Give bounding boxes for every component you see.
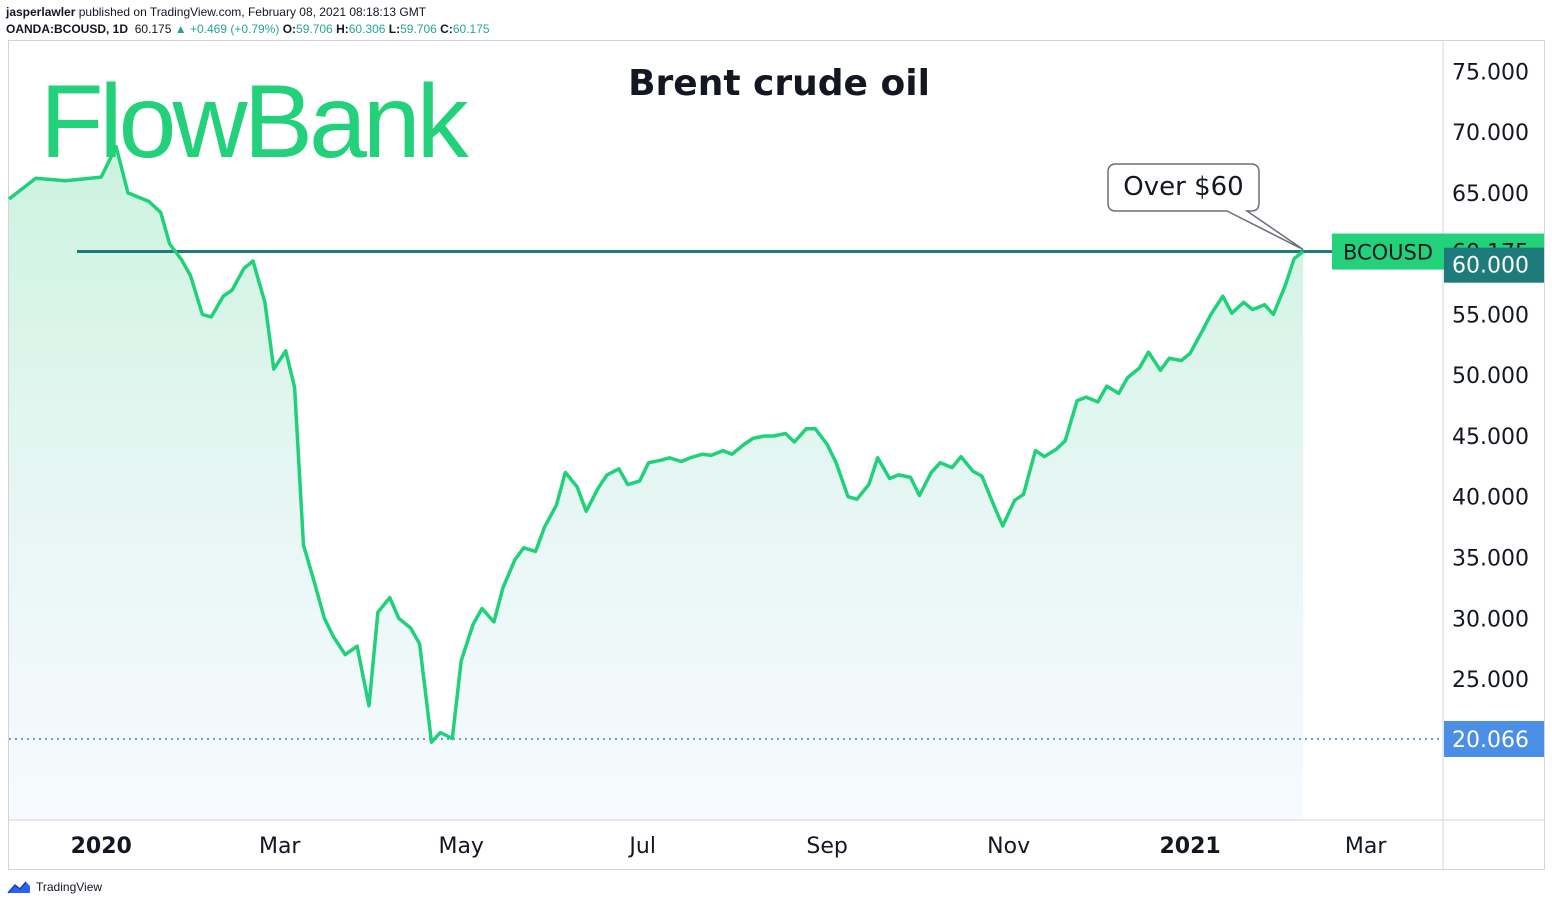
x-tick-label: Sep bbox=[806, 834, 847, 859]
y-tick-label: 75.000 bbox=[1452, 60, 1529, 85]
x-tick-label: Nov bbox=[987, 834, 1030, 859]
chart-title: Brent crude oil bbox=[628, 63, 930, 104]
x-tick-label: Jul bbox=[627, 834, 656, 859]
publish-text: published on TradingView.com, February 0… bbox=[78, 5, 427, 19]
low-label: L: bbox=[388, 22, 401, 36]
x-tick-label: 2021 bbox=[1159, 834, 1220, 859]
publish-info: jasperlawler published on TradingView.co… bbox=[6, 5, 426, 19]
ohlc-legend: OANDA:BCOUSD, 1D 60.175 ▲ +0.469 (+0.79%… bbox=[6, 22, 490, 36]
y-tick-label: 50.000 bbox=[1452, 364, 1529, 389]
open-value: 59.706 bbox=[296, 22, 333, 36]
high-label: H: bbox=[336, 22, 349, 36]
x-tick-label: 2020 bbox=[71, 834, 132, 859]
close-label: C: bbox=[440, 22, 453, 36]
close-value: 60.175 bbox=[452, 22, 490, 36]
last-price: 60.175 bbox=[134, 22, 172, 36]
symbol-interval: OANDA:BCOUSD, 1D bbox=[6, 22, 129, 36]
level-price-label: 60.000 bbox=[1452, 254, 1529, 279]
open-label: O: bbox=[282, 22, 297, 36]
flowbank-logo: FlowBank bbox=[40, 64, 470, 180]
annotation-text: Over $60 bbox=[1123, 172, 1243, 202]
series-line-bcousd[interactable] bbox=[7, 144, 1305, 744]
price-change: ▲ +0.469 (+0.79%) bbox=[174, 22, 280, 36]
low-value: 59.706 bbox=[400, 22, 437, 36]
y-tick-label: 30.000 bbox=[1452, 607, 1529, 632]
symbol-name-label: BCOUSD bbox=[1343, 241, 1433, 265]
y-tick-label: 55.000 bbox=[1452, 303, 1529, 328]
y-tick-label: 35.000 bbox=[1452, 546, 1529, 571]
y-tick-label: 65.000 bbox=[1452, 182, 1529, 207]
low-price-badge bbox=[1444, 720, 1544, 757]
series-area-fill bbox=[9, 146, 1304, 820]
y-tick-label: 40.000 bbox=[1452, 486, 1529, 511]
tradingview-watermark[interactable]: TradingView bbox=[6, 880, 102, 894]
tradingview-cloud-icon bbox=[7, 881, 30, 894]
level-price-badge bbox=[1444, 247, 1544, 283]
x-tick-label: Mar bbox=[1345, 834, 1387, 859]
tradingview-brand: TradingView bbox=[36, 880, 103, 894]
symbol-name-badge bbox=[1332, 233, 1444, 270]
high-value: 60.306 bbox=[348, 22, 386, 36]
low-price-label: 20.066 bbox=[1452, 728, 1529, 753]
annotation-callout[interactable] bbox=[1107, 163, 1304, 251]
y-tick-label: 25.000 bbox=[1452, 668, 1529, 693]
x-tick-label: Mar bbox=[259, 834, 301, 859]
chart-frame bbox=[8, 40, 1545, 870]
x-tick-label: May bbox=[438, 834, 483, 859]
y-tick-label: 45.000 bbox=[1452, 425, 1529, 450]
price-chart[interactable]: 75.000 70.000 65.000 55.000 50.000 45.000 40.0… bbox=[0, 0, 1552, 870]
y-tick-label: 70.000 bbox=[1452, 121, 1529, 146]
author-name[interactable]: jasperlawler bbox=[6, 5, 76, 19]
